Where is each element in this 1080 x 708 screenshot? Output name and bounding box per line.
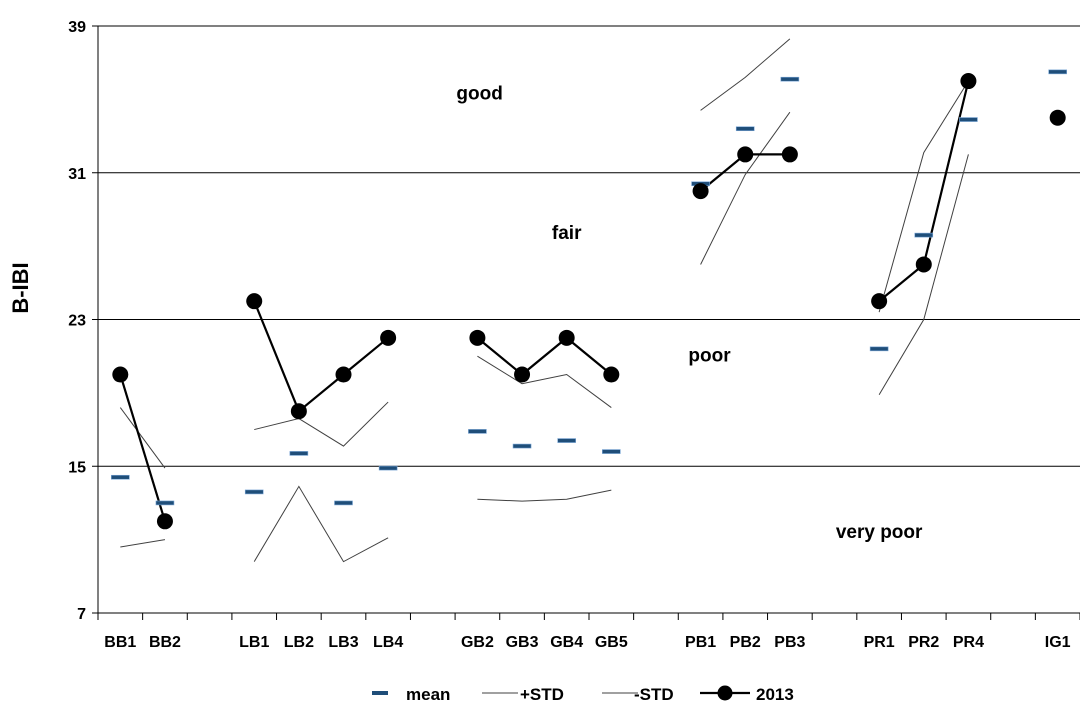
x-tick-label: GB2: [461, 634, 494, 651]
series-line-std: [254, 401, 389, 447]
point-2013: [558, 329, 575, 346]
legend-label: mean: [406, 685, 450, 704]
x-tick-label: PB2: [730, 634, 761, 651]
mean-marker: [780, 76, 800, 82]
y-axis-title: B-IBI: [8, 262, 33, 313]
y-tick-label: 7: [77, 606, 86, 623]
mean-marker: [244, 489, 264, 495]
series-line-2013: [476, 336, 613, 376]
x-tick-labels: BB1 BB2 LB1 LB2 LB3 LB4 GB2 GB3 GB4 GB5 PB1 PB2 PB3 P…: [104, 634, 1070, 651]
mean-marker: [602, 449, 621, 454]
mean-marker: [869, 346, 889, 352]
y-tick-labels: 7 15 23 31 39: [68, 19, 86, 623]
x-tick-label: PR2: [908, 634, 939, 651]
point-2013: [915, 256, 932, 273]
point-2013: [960, 73, 977, 90]
point-2013: [246, 293, 263, 310]
point-2013: [335, 366, 352, 383]
series-layer: [111, 38, 1067, 563]
mean-marker: [334, 500, 353, 506]
legend-swatch-mean: [372, 691, 388, 695]
legend-swatch-dot-2013: [717, 685, 733, 701]
x-tick-label: GB5: [595, 634, 628, 651]
point-2013: [290, 403, 307, 420]
mean-marker: [512, 443, 532, 449]
zone-label: very poor: [836, 522, 923, 543]
series-line-std: [878, 80, 969, 313]
series-line-std: [700, 38, 791, 111]
mean-marker: [1048, 69, 1067, 75]
point-2013: [603, 366, 620, 383]
mean-marker: [959, 117, 978, 122]
x-tick-label: PB3: [774, 634, 805, 651]
x-tick-label: LB2: [284, 634, 314, 651]
mean-marker: [914, 232, 934, 238]
mean-marker: [378, 465, 398, 471]
y-tick-label: 23: [68, 313, 86, 330]
legend-label: 2013: [756, 685, 794, 704]
mean-marker: [289, 451, 309, 456]
series-line-2013: [253, 300, 389, 414]
x-tick-label: PR4: [953, 634, 984, 651]
point-2013: [514, 366, 531, 383]
zone-labels: good fair poor very poor: [456, 83, 923, 542]
axes: [92, 25, 1080, 620]
x-tick-label: LB1: [239, 634, 269, 651]
point-2013: [737, 146, 754, 163]
x-tick-label: BB1: [104, 634, 136, 651]
point-2013: [692, 183, 709, 200]
x-tick-label: IG1: [1045, 634, 1071, 651]
y-tick-label: 39: [68, 19, 86, 36]
x-tick-label: LB3: [328, 634, 358, 651]
y-tick-label: 15: [68, 459, 86, 476]
series-line-std: [120, 539, 166, 548]
series-line-std: [700, 111, 791, 265]
series-line-std: [119, 407, 166, 469]
series-line-std: [253, 485, 389, 563]
mean-marker: [155, 500, 175, 506]
x-tick-label: GB4: [550, 634, 583, 651]
legend-label: -STD: [634, 685, 674, 704]
series-line-std: [477, 355, 612, 408]
y-tick-label: 31: [68, 166, 86, 183]
legend: mean +STD -STD 2013: [372, 685, 794, 704]
x-tick-label: PB1: [685, 634, 716, 651]
point-2013: [781, 146, 798, 163]
point-2013: [112, 366, 129, 383]
x-tick-label: PR1: [864, 634, 895, 651]
point-2013: [1049, 109, 1066, 126]
point-2013: [380, 329, 397, 346]
point-2013: [871, 293, 888, 310]
series-line-std: [477, 489, 612, 502]
x-tick-label: LB4: [373, 634, 403, 651]
mean-marker: [557, 438, 576, 443]
x-tick-label: BB2: [149, 634, 181, 651]
gridlines: [98, 25, 1080, 467]
mean-marker: [735, 126, 755, 132]
zone-label: good: [456, 83, 502, 104]
zone-label: poor: [688, 346, 731, 367]
mean-marker: [468, 429, 487, 434]
point-2013: [156, 513, 173, 530]
legend-label: +STD: [520, 685, 564, 704]
series-line-std: [878, 154, 969, 395]
series-line-2013: [119, 374, 167, 522]
zone-label: fair: [552, 223, 582, 244]
x-tick-label: GB3: [506, 634, 539, 651]
point-2013: [469, 329, 486, 346]
mean-marker: [111, 474, 130, 480]
